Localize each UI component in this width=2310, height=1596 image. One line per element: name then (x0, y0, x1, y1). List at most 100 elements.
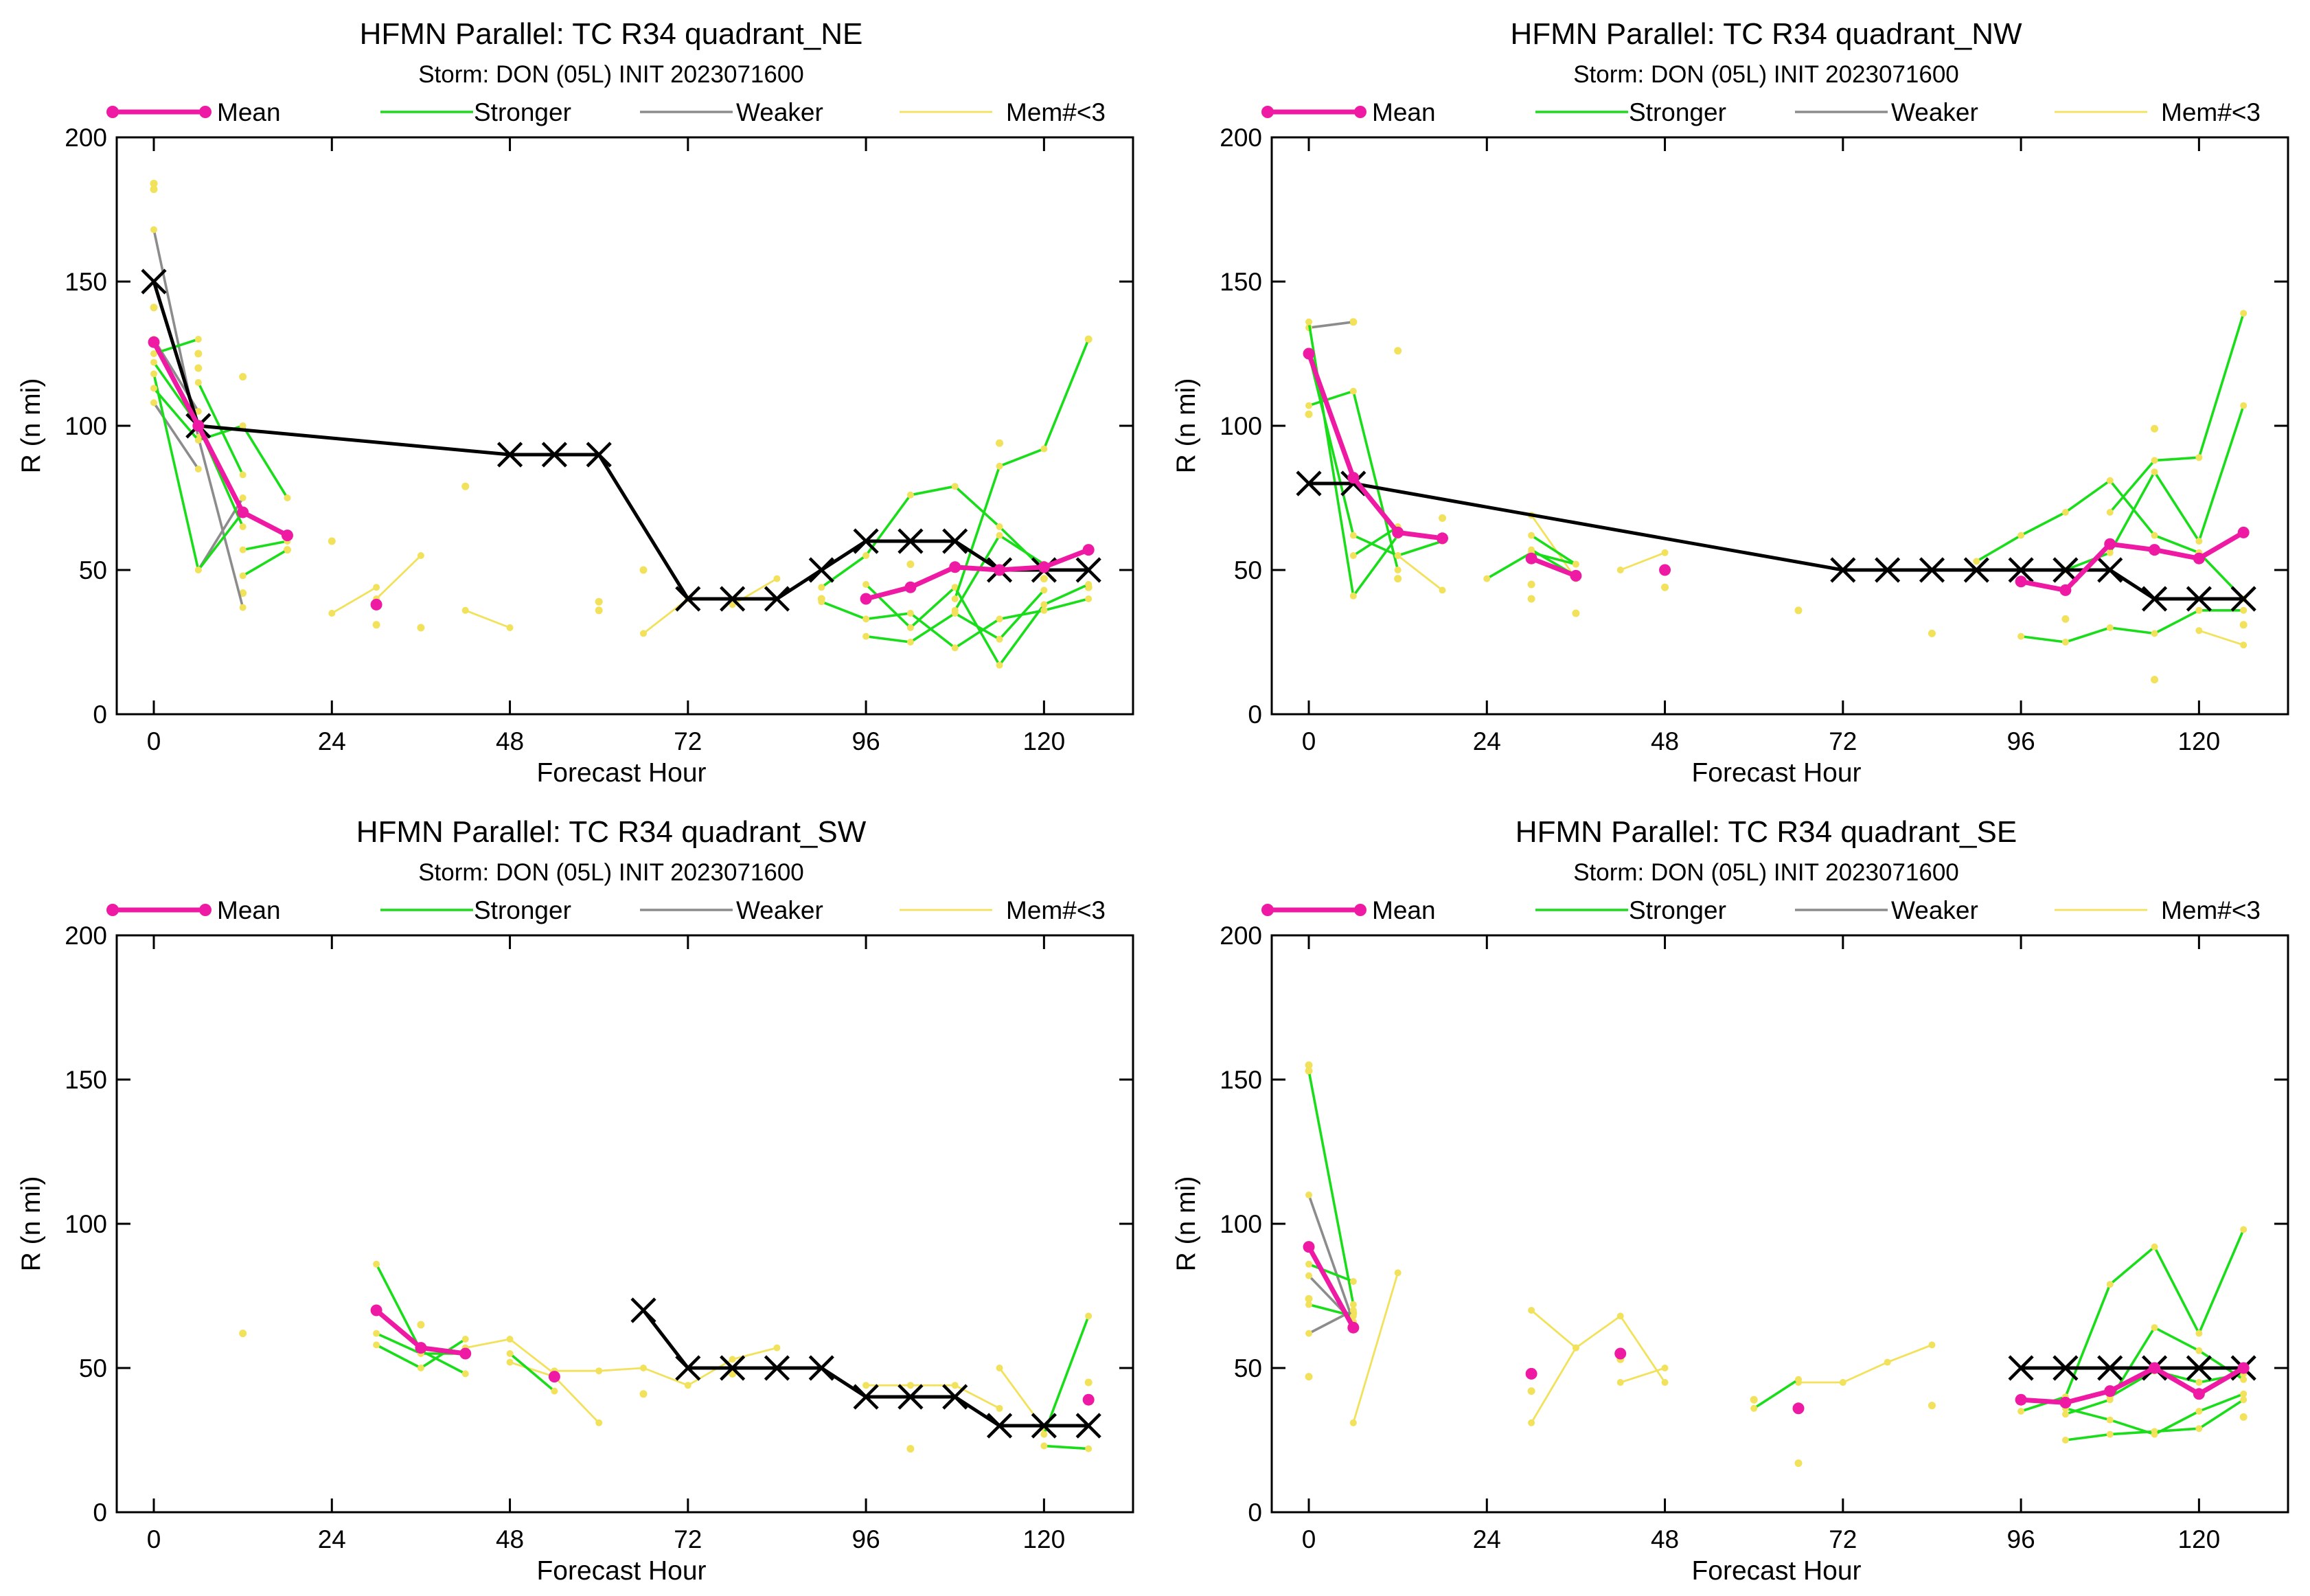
chart-title: HFMN Parallel: TC R34 quadrant_NE (360, 17, 863, 51)
mean-point (949, 561, 961, 573)
few-point (1528, 1419, 1535, 1426)
member-point (1794, 606, 1803, 615)
series-weaker (1305, 318, 1357, 332)
mean-point (2104, 1385, 2116, 1398)
best-track-marker (2052, 557, 2079, 583)
mean-point (1082, 544, 1095, 556)
stronger-point (1040, 586, 1048, 594)
few-point (773, 1344, 781, 1352)
mean-point (2237, 1362, 2250, 1374)
stronger-point (373, 1330, 380, 1337)
stronger-point (2151, 532, 2158, 539)
weaker-line (1307, 1194, 1355, 1323)
x-tick-label: 96 (2007, 1525, 2035, 1553)
few-point (1884, 1358, 1891, 1366)
legend-label-mean: Mean (217, 896, 281, 924)
best-track-marker (853, 528, 879, 554)
stronger-point (1349, 1301, 1357, 1308)
few-point (862, 1382, 870, 1389)
member-point (2239, 621, 2248, 629)
stronger-line (1352, 525, 1399, 557)
stronger-point (1349, 1312, 1357, 1320)
x-tick-label: 96 (2007, 727, 2035, 755)
stronger-point (373, 1260, 380, 1268)
mean-point (2059, 1396, 2072, 1409)
y-axis-label: R (n mi) (16, 378, 46, 474)
weaker-point (1349, 1307, 1357, 1314)
stronger-point (1305, 1301, 1313, 1308)
mean-point (370, 598, 382, 611)
stronger-line (1308, 1263, 1354, 1283)
mean-point (281, 529, 293, 542)
chart-subtitle: Storm: DON (05L) INIT 2023071600 (1573, 859, 1959, 886)
best-track-marker (2141, 586, 2168, 612)
best-track-marker (1075, 1413, 1101, 1439)
stronger-point (2195, 1379, 2203, 1386)
few-point (1661, 549, 1669, 556)
mean-line (865, 547, 1090, 602)
few-point (506, 1336, 514, 1343)
few-point (1928, 1341, 1936, 1349)
best-track-marker (1296, 470, 1322, 497)
x-tick-label: 24 (1473, 1525, 1501, 1553)
stronger-point (2017, 532, 2025, 539)
legend-marker-mean (106, 904, 119, 916)
y-tick-label: 200 (65, 922, 107, 950)
few-point (1839, 1379, 1846, 1386)
weaker-point (194, 466, 202, 472)
stronger-point (284, 494, 291, 501)
mean-line (2020, 530, 2245, 593)
stronger-point (1040, 601, 1048, 608)
stronger-point (2061, 1411, 2069, 1418)
member-point (239, 1330, 247, 1338)
stronger-point (239, 471, 247, 479)
few-point (595, 1419, 603, 1426)
stronger-point (194, 379, 202, 386)
series-stronger (1305, 310, 2248, 646)
mean-point (459, 1347, 472, 1360)
best-track-marker (1075, 557, 1101, 583)
member-point (1750, 1395, 1758, 1404)
member-point (1527, 595, 1535, 603)
few-point (640, 630, 648, 637)
stronger-point (1305, 1067, 1313, 1075)
stronger-point (239, 422, 247, 429)
mean-point (2193, 1388, 2205, 1400)
member-point (639, 1390, 648, 1398)
few-point (996, 1365, 1003, 1371)
best-track-marker (586, 442, 612, 468)
legend-marker-mean (1354, 106, 1366, 118)
stronger-point (2240, 606, 2248, 614)
mean-point (2015, 575, 2027, 588)
member-point (1928, 629, 1936, 637)
member-point (1305, 410, 1313, 418)
few-line (1798, 1344, 1932, 1384)
stronger-point (906, 624, 914, 631)
member-point (1438, 514, 1446, 522)
y-tick-label: 100 (1220, 412, 1262, 440)
stronger-point (2195, 1330, 2203, 1337)
best-track-marker (764, 586, 790, 612)
legend-label-few: Mem#<3 (1006, 896, 1106, 924)
x-tick-label: 0 (147, 727, 161, 755)
few-point (1572, 1344, 1579, 1352)
x-tick-label: 24 (318, 727, 346, 755)
few-point (506, 624, 514, 631)
member-point (996, 439, 1004, 447)
member-point (1394, 347, 1402, 355)
legend-label-few: Mem#<3 (1006, 98, 1106, 126)
mean-point (192, 420, 205, 432)
legend-marker-mean (1354, 904, 1366, 916)
mean-point (904, 581, 917, 593)
stronger-point (1394, 567, 1402, 573)
chart-panel: HFMN Parallel: TC R34 quadrant_SE Storm: … (1171, 815, 2289, 1586)
stronger-point (2061, 1437, 2069, 1444)
mean-point (237, 506, 249, 518)
legend-label-stronger: Stronger (1629, 98, 1726, 126)
member-point (194, 350, 203, 358)
y-tick-label: 150 (1220, 268, 1262, 296)
stronger-line (1044, 1444, 1089, 1450)
y-axis-label: R (n mi) (1171, 378, 1201, 474)
y-tick-label: 100 (65, 1210, 107, 1238)
